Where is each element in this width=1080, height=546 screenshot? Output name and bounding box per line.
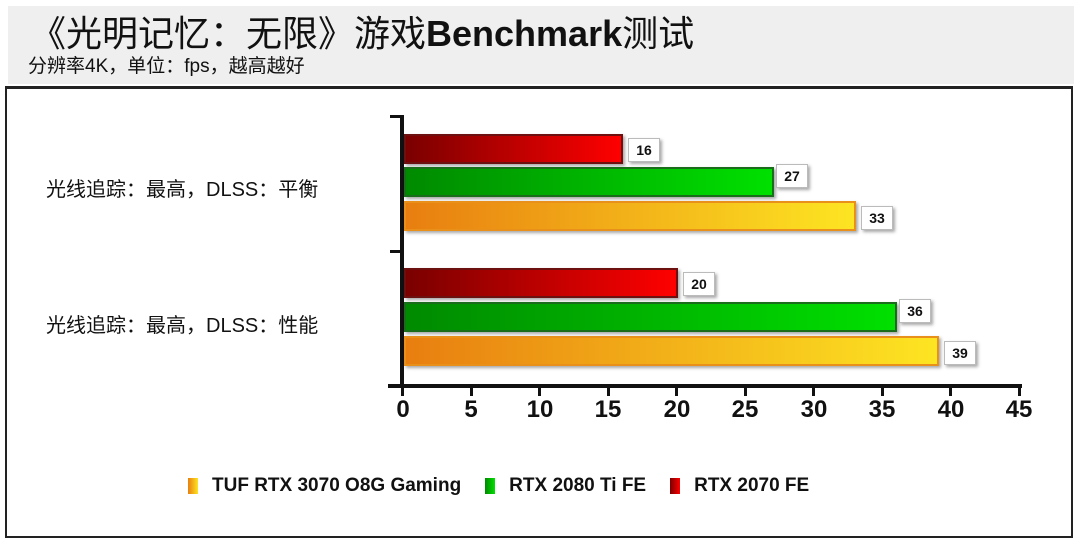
bar-rtx3070-balanced bbox=[404, 201, 856, 231]
bar-rtx2070-balanced bbox=[404, 134, 623, 164]
x-tick-label: 15 bbox=[594, 396, 622, 423]
legend-label: TUF RTX 3070 O8G Gaming bbox=[212, 475, 462, 496]
value-label: 27 bbox=[776, 164, 808, 188]
x-tick-label: 5 bbox=[464, 396, 478, 423]
x-tick-label: 20 bbox=[663, 396, 691, 423]
bar-rtx2080ti-balanced bbox=[404, 167, 774, 197]
chart-header: 《光明记忆：无限》游戏Benchmark测试 分辨率4K，单位：fps，越高越好 bbox=[8, 6, 1074, 84]
x-tick-label: 0 bbox=[396, 396, 410, 423]
x-tick bbox=[744, 384, 747, 396]
y-tick bbox=[390, 115, 402, 118]
x-tick-label: 35 bbox=[868, 396, 896, 423]
value-label: 33 bbox=[861, 206, 893, 230]
bar-rtx2080ti-performance bbox=[404, 302, 897, 332]
x-tick-label: 45 bbox=[1005, 396, 1033, 423]
x-axis bbox=[388, 384, 1022, 388]
x-tick bbox=[401, 384, 404, 396]
title-suffix: 测试 bbox=[622, 13, 695, 54]
value-label: 20 bbox=[683, 272, 715, 296]
x-tick bbox=[675, 384, 678, 396]
legend-item-rtx3070: TUF RTX 3070 O8G Gaming bbox=[188, 475, 461, 497]
bar-rtx2070-performance bbox=[404, 268, 678, 298]
value-label: 39 bbox=[944, 341, 976, 365]
x-tick bbox=[1018, 384, 1021, 396]
y-axis bbox=[400, 115, 404, 387]
legend-swatch-orange-icon bbox=[188, 478, 198, 494]
category-label-balanced: 光线追踪：最高，DLSS：平衡 bbox=[46, 179, 319, 201]
x-tick bbox=[881, 384, 884, 396]
x-tick-label: 25 bbox=[731, 396, 759, 423]
legend-item-rtx2070: RTX 2070 FE bbox=[670, 475, 809, 497]
x-tick bbox=[607, 384, 610, 396]
value-label: 16 bbox=[628, 138, 660, 162]
x-tick bbox=[470, 384, 473, 396]
legend-item-rtx2080ti: RTX 2080 Ti FE bbox=[485, 475, 646, 497]
legend-label: RTX 2070 FE bbox=[694, 475, 810, 496]
value-label: 36 bbox=[899, 299, 931, 323]
chart-title: 《光明记忆：无限》游戏Benchmark测试 bbox=[30, 14, 694, 54]
x-tick-label: 40 bbox=[937, 396, 965, 423]
bar-rtx3070-performance bbox=[404, 336, 939, 366]
legend-swatch-green-icon bbox=[485, 478, 496, 494]
category-label-performance: 光线追踪：最高，DLSS：性能 bbox=[46, 315, 319, 337]
legend-label: RTX 2080 Ti FE bbox=[509, 475, 647, 496]
chart-subtitle: 分辨率4K，单位：fps，越高越好 bbox=[28, 56, 305, 77]
x-tick-label: 10 bbox=[526, 396, 554, 423]
title-bold: Benchmark bbox=[426, 13, 623, 54]
x-tick-label: 30 bbox=[800, 396, 828, 423]
x-tick bbox=[538, 384, 541, 396]
x-tick bbox=[949, 384, 952, 396]
y-tick bbox=[390, 250, 402, 253]
x-tick bbox=[812, 384, 815, 396]
legend-swatch-red-icon bbox=[670, 478, 681, 494]
legend: TUF RTX 3070 O8G Gaming RTX 2080 Ti FE R… bbox=[188, 475, 833, 497]
title-prefix: 《光明记忆：无限》游戏 bbox=[30, 13, 427, 54]
